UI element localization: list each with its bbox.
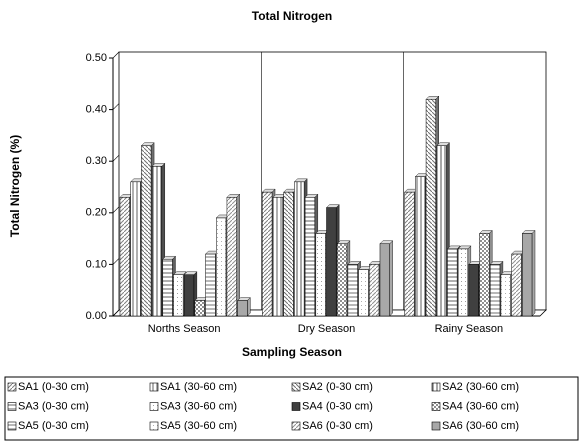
legend-swatch bbox=[149, 402, 159, 411]
legend-swatch bbox=[7, 421, 17, 431]
bar bbox=[436, 145, 447, 317]
bar bbox=[237, 300, 248, 317]
bar bbox=[500, 274, 511, 317]
bar bbox=[226, 197, 237, 317]
bar-side bbox=[531, 229, 536, 317]
bar bbox=[119, 197, 130, 317]
bar bbox=[522, 233, 533, 317]
bar bbox=[511, 253, 522, 317]
bar bbox=[315, 233, 326, 317]
bar bbox=[283, 191, 294, 317]
legend-label: SA2 (0-30 cm) bbox=[302, 381, 373, 393]
bar bbox=[216, 217, 227, 317]
bar bbox=[294, 181, 305, 317]
bar bbox=[489, 264, 501, 317]
bar bbox=[130, 181, 141, 317]
x-tick-label: Dry Season bbox=[298, 323, 355, 335]
legend-swatch bbox=[7, 402, 17, 411]
bar bbox=[479, 233, 490, 317]
legend-label: SA4 (30-60 cm) bbox=[442, 400, 519, 412]
bar bbox=[358, 269, 369, 317]
legend-swatch bbox=[431, 421, 441, 431]
bar bbox=[205, 253, 216, 317]
bar bbox=[425, 99, 436, 317]
legend-label: SA5 (0-30 cm) bbox=[18, 420, 89, 432]
legend-label: SA3 (0-30 cm) bbox=[18, 400, 89, 412]
bar bbox=[162, 258, 173, 317]
grid-line bbox=[112, 51, 120, 59]
bar bbox=[194, 300, 205, 317]
legend-label: SA2 (30-60 cm) bbox=[442, 381, 519, 393]
bar bbox=[415, 176, 426, 317]
legend-swatch bbox=[291, 402, 301, 411]
bar bbox=[173, 274, 184, 317]
legend-swatch bbox=[291, 421, 301, 431]
grid-line bbox=[112, 309, 120, 317]
chart-title: Total Nitrogen bbox=[252, 9, 332, 23]
legend-swatch bbox=[431, 382, 441, 392]
bar bbox=[447, 248, 458, 317]
y-tick-label: 0.40 bbox=[86, 104, 107, 116]
bar bbox=[404, 191, 415, 317]
y-tick-label: 0.30 bbox=[86, 155, 107, 167]
y-tick-label: 0.50 bbox=[86, 52, 107, 64]
bar bbox=[304, 197, 316, 317]
y-tick-label: 0.00 bbox=[86, 310, 107, 322]
y-tick-label: 0.20 bbox=[86, 207, 107, 219]
bar bbox=[262, 191, 273, 317]
bar bbox=[183, 274, 195, 317]
bar bbox=[457, 248, 469, 317]
legend-label: SA4 (0-30 cm) bbox=[302, 400, 373, 412]
bar bbox=[379, 243, 390, 317]
legend-label: SA5 (30-60 cm) bbox=[160, 420, 237, 432]
legend-label: SA1 (30-60 cm) bbox=[160, 381, 237, 393]
legend-label: SA6 (0-30 cm) bbox=[302, 420, 373, 432]
legend-label: SA3 (30-60 cm) bbox=[160, 400, 237, 412]
grid-line bbox=[112, 103, 120, 110]
bar bbox=[468, 264, 479, 317]
bar bbox=[347, 264, 358, 317]
x-tick-label: Rainy Season bbox=[435, 323, 504, 335]
legend-box bbox=[4, 376, 579, 441]
legend-swatch bbox=[291, 382, 301, 392]
bar bbox=[272, 197, 283, 317]
bar-side bbox=[236, 193, 240, 317]
legend-label: SA1 (0-30 cm) bbox=[18, 381, 89, 393]
legend-swatch bbox=[149, 421, 159, 431]
x-axis-label: Sampling Season bbox=[242, 345, 342, 359]
bar bbox=[369, 264, 380, 317]
bar bbox=[151, 166, 163, 317]
bar bbox=[336, 243, 348, 317]
legend-label: SA6 (30-60 cm) bbox=[442, 420, 519, 432]
y-axis-label: Total Nitrogen (%) bbox=[8, 135, 22, 237]
grid-line bbox=[112, 206, 120, 214]
grid-line bbox=[112, 154, 120, 162]
y-tick-label: 0.10 bbox=[86, 258, 107, 270]
legend-swatch bbox=[7, 382, 17, 392]
legend-swatch bbox=[431, 402, 441, 411]
grid-line bbox=[112, 258, 120, 265]
bar bbox=[326, 207, 337, 317]
legend-swatch bbox=[149, 382, 159, 392]
bar bbox=[141, 145, 152, 317]
bar-side bbox=[389, 240, 393, 317]
x-tick-label: Norths Season bbox=[148, 323, 221, 335]
